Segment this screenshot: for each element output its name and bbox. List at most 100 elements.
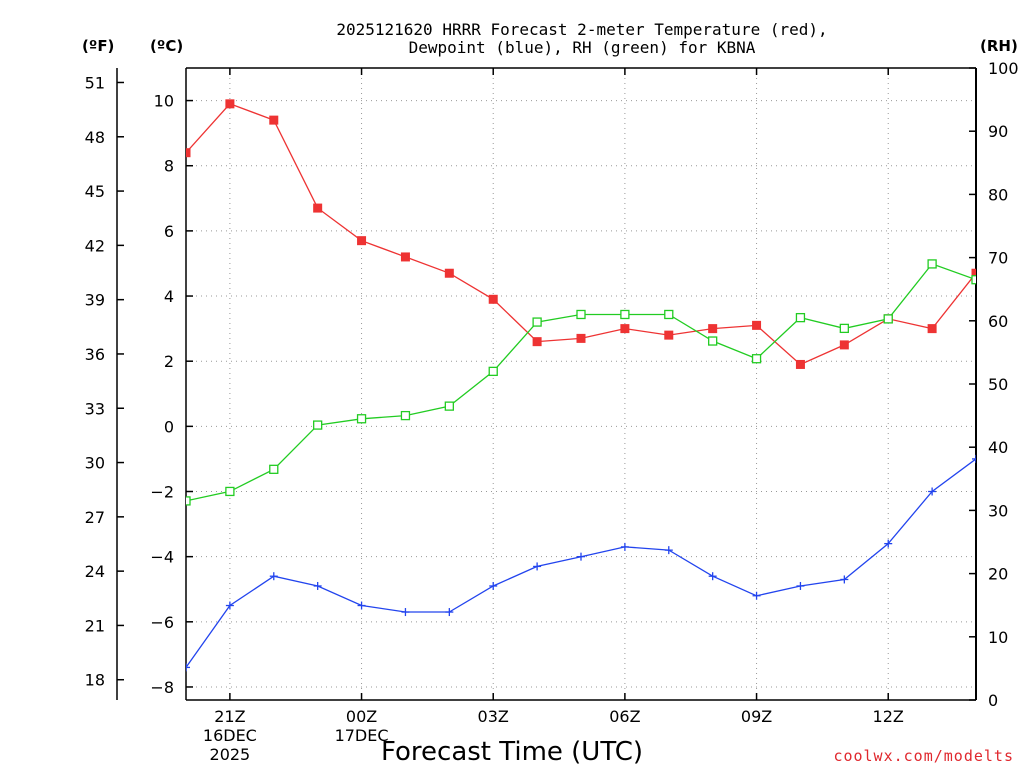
series-line — [186, 458, 976, 668]
data-point — [489, 581, 498, 590]
data-point — [269, 572, 278, 581]
rh-tick-label: 70 — [988, 249, 1008, 268]
rh-tick-label: 90 — [988, 122, 1008, 141]
data-point — [269, 115, 279, 125]
data-point — [225, 486, 235, 497]
data-point — [357, 236, 367, 246]
data-point — [883, 314, 893, 324]
data-point — [356, 414, 367, 424]
data-point — [444, 268, 454, 278]
celsius-tick-label: −2 — [150, 483, 174, 502]
data-point — [186, 496, 191, 506]
fahrenheit-tick-label: 18 — [85, 671, 105, 690]
data-point — [313, 581, 322, 590]
data-point — [708, 324, 718, 334]
data-point — [972, 454, 976, 463]
title-line: Dewpoint (blue), RH (green) for KBNA — [409, 38, 756, 57]
x-tick-label: 21Z — [214, 707, 245, 726]
series-dewpoint — [186, 454, 976, 672]
axes: −8−6−4−202468101821242730333639424548510… — [85, 59, 1019, 710]
data-point — [576, 333, 586, 343]
x-tick-label: 12Z — [873, 707, 904, 726]
data-point — [532, 337, 542, 347]
x-tick-label: 06Z — [609, 707, 640, 726]
data-series — [186, 99, 976, 672]
data-point — [313, 203, 323, 213]
fahrenheit-tick-label: 27 — [85, 508, 105, 527]
data-point — [664, 546, 673, 555]
fahrenheit-tick-label: 48 — [85, 128, 105, 147]
credit-text: coolwx.com/modelts — [833, 747, 1014, 765]
data-point — [795, 359, 805, 369]
grid-lines — [186, 68, 976, 700]
rh-tick-label: 20 — [988, 565, 1008, 584]
rh-tick-label: 30 — [988, 501, 1008, 520]
data-point — [313, 420, 323, 430]
celsius-tick-label: 10 — [154, 92, 174, 111]
data-point — [400, 410, 411, 421]
x-tick-label: 2025 — [210, 745, 251, 764]
data-point — [186, 663, 190, 672]
data-point — [620, 542, 629, 551]
fahrenheit-tick-label: 24 — [85, 562, 105, 581]
data-point — [927, 259, 937, 269]
data-point — [269, 464, 279, 474]
x-tick-label: 17DEC — [335, 726, 389, 745]
celsius-tick-label: 4 — [164, 287, 174, 306]
data-point — [971, 275, 976, 285]
data-point — [225, 601, 234, 610]
data-point — [664, 330, 674, 340]
chart-title: 2025121620 HRRR Forecast 2-meter Tempera… — [336, 20, 827, 57]
data-point — [576, 309, 586, 320]
data-point — [839, 340, 849, 350]
fahrenheit-tick-label: 36 — [85, 345, 105, 364]
data-point — [752, 320, 762, 330]
data-point — [751, 354, 762, 364]
rh-tick-label: 100 — [988, 59, 1019, 78]
rh-tick-label: 40 — [988, 438, 1008, 457]
fahrenheit-unit-label: (ºF) — [82, 37, 114, 55]
data-point — [795, 312, 806, 323]
x-tick-label: 16DEC — [203, 726, 257, 745]
rh-tick-label: 80 — [988, 185, 1008, 204]
fahrenheit-tick-label: 33 — [85, 399, 105, 418]
rh-tick-label: 50 — [988, 375, 1008, 394]
data-point — [577, 552, 585, 561]
data-point — [928, 487, 937, 496]
data-point — [401, 608, 410, 617]
data-point — [884, 539, 893, 548]
series-relative-humidity — [186, 259, 976, 506]
x-tick-label: 09Z — [741, 707, 772, 726]
title-line: 2025121620 HRRR Forecast 2-meter Tempera… — [336, 20, 827, 39]
data-point — [796, 581, 805, 590]
x-tick-label: 03Z — [478, 707, 509, 726]
rh-tick-label: 10 — [988, 628, 1008, 647]
fahrenheit-tick-label: 42 — [85, 236, 105, 255]
data-point — [971, 268, 976, 278]
data-point — [533, 562, 542, 571]
celsius-tick-label: −6 — [150, 613, 174, 632]
celsius-tick-label: 8 — [164, 157, 174, 176]
data-point — [186, 148, 191, 158]
celsius-unit-label: (ºC) — [150, 37, 183, 55]
data-point — [708, 336, 718, 346]
rh-tick-label: 0 — [988, 691, 998, 710]
celsius-tick-label: 2 — [164, 352, 174, 371]
data-point — [225, 99, 235, 109]
data-point — [488, 294, 498, 304]
data-point — [839, 323, 849, 334]
fahrenheit-tick-label: 45 — [85, 182, 105, 201]
rh-tick-label: 60 — [988, 312, 1008, 331]
data-point — [488, 366, 498, 377]
x-tick-label: 00Z — [346, 707, 377, 726]
data-point — [752, 591, 761, 600]
data-point — [532, 317, 542, 327]
data-point — [357, 601, 366, 610]
celsius-tick-label: −8 — [150, 678, 174, 697]
data-point — [620, 324, 630, 334]
fahrenheit-tick-label: 51 — [85, 73, 105, 92]
data-point — [840, 575, 849, 584]
data-point — [620, 309, 630, 320]
